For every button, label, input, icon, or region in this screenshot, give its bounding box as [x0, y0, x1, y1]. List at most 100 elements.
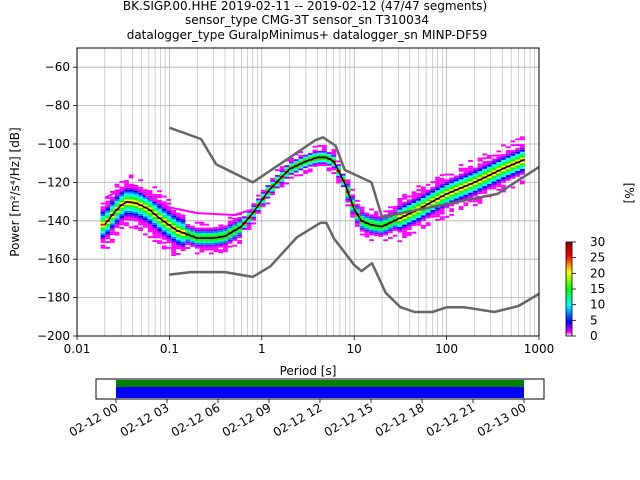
psd-cell [204, 227, 209, 230]
psd-cell [218, 230, 224, 233]
psd-cell [110, 223, 115, 226]
psd-cell [265, 196, 271, 199]
psd-cell [392, 205, 398, 208]
psd-cell [435, 178, 440, 181]
psd-cell [383, 227, 389, 230]
psd-cell [251, 203, 257, 206]
psd-cell [166, 220, 172, 222]
psd-cell [331, 162, 337, 165]
psd-cell [430, 192, 436, 195]
psd-cell [142, 191, 148, 194]
noise-models [104, 126, 539, 314]
psd-cell [265, 185, 271, 188]
psd-cell [482, 157, 487, 160]
psd-cell [350, 198, 356, 201]
psd-cell [237, 240, 242, 242]
psd-cell [161, 230, 167, 233]
psd-cell [472, 190, 478, 193]
psd-cell [369, 216, 374, 219]
psd-cell [270, 189, 275, 192]
psd-cell [293, 159, 299, 162]
psd-cell [147, 224, 153, 227]
psd-cell [161, 207, 167, 210]
psd-cell [208, 248, 214, 251]
psd-cell [171, 215, 176, 218]
psd-cell [147, 195, 153, 198]
psd-cell [468, 196, 473, 199]
psd-cell [411, 191, 417, 194]
psd-cell [147, 207, 153, 210]
psd-cell [110, 208, 115, 211]
psd-cell [237, 220, 242, 223]
psd-cell [449, 173, 455, 176]
psd-cell [105, 241, 111, 244]
psd-cell [449, 200, 455, 203]
psd-cell [383, 239, 389, 242]
psd-cell [449, 185, 455, 188]
psd-cell [204, 229, 209, 232]
psd-cell [166, 239, 172, 242]
psd-cell [477, 167, 483, 170]
psd-cell [519, 145, 525, 148]
psd-cell [345, 204, 351, 207]
psd-cell [378, 221, 384, 224]
psd-cell [171, 234, 176, 237]
psd-cell [435, 207, 440, 210]
psd-cell [147, 215, 153, 217]
psd-cell [406, 208, 412, 211]
psd-cell [204, 240, 209, 243]
psd-cell [114, 214, 120, 217]
psd-cell [411, 220, 417, 223]
psd-cell [449, 192, 455, 195]
psd-cell [369, 220, 374, 222]
psd-cell [416, 200, 422, 203]
psd-cell [190, 231, 195, 234]
psd-cell [161, 218, 167, 221]
psd-cell [185, 225, 191, 228]
psd-cell [373, 232, 379, 235]
psd-cell [265, 188, 271, 191]
psd-cell [166, 246, 172, 249]
psd-cell [152, 226, 158, 229]
psd-cell [208, 229, 214, 232]
psd-cell [359, 214, 365, 217]
psd-cell [406, 233, 412, 236]
psd-cell [260, 199, 266, 202]
psd-cell [326, 154, 332, 157]
psd-cell [166, 210, 172, 213]
psd-cell [501, 159, 506, 162]
psd-cell [486, 170, 492, 173]
psd-cell [458, 192, 464, 195]
psd-cell [515, 157, 520, 160]
psd-cell [454, 177, 459, 180]
psd-cell [411, 216, 417, 219]
psd-cell [392, 217, 398, 220]
psd-cell [355, 221, 360, 223]
psd-cell [171, 254, 176, 257]
psd-cell [350, 207, 356, 210]
psd-cell [430, 188, 436, 191]
psd-cell [256, 209, 261, 212]
psd-cell [180, 229, 186, 232]
psd-cell [336, 179, 341, 182]
psd-cell [416, 193, 422, 195]
psd-cell [204, 248, 209, 251]
psd-cell [486, 156, 492, 159]
y-axis-ticks: −200 −180 −160 −140 −120 −100 −80 −60 [37, 60, 77, 343]
psd-cell [463, 202, 469, 205]
psd-cell [505, 150, 511, 153]
coverage-tick-label: 02-13 00 [475, 400, 529, 439]
psd-cell [491, 183, 497, 186]
psd-cell [157, 236, 162, 239]
psd-cell [425, 193, 431, 196]
colorbar [565, 241, 573, 337]
psd-cell [392, 207, 398, 210]
psd-cell [138, 229, 143, 232]
psd-cell [142, 216, 148, 219]
psd-cell [138, 186, 143, 189]
psd-cell [175, 239, 181, 242]
plot-frame [76, 47, 540, 337]
psd-cell [180, 226, 186, 228]
psd-cell [110, 212, 115, 214]
